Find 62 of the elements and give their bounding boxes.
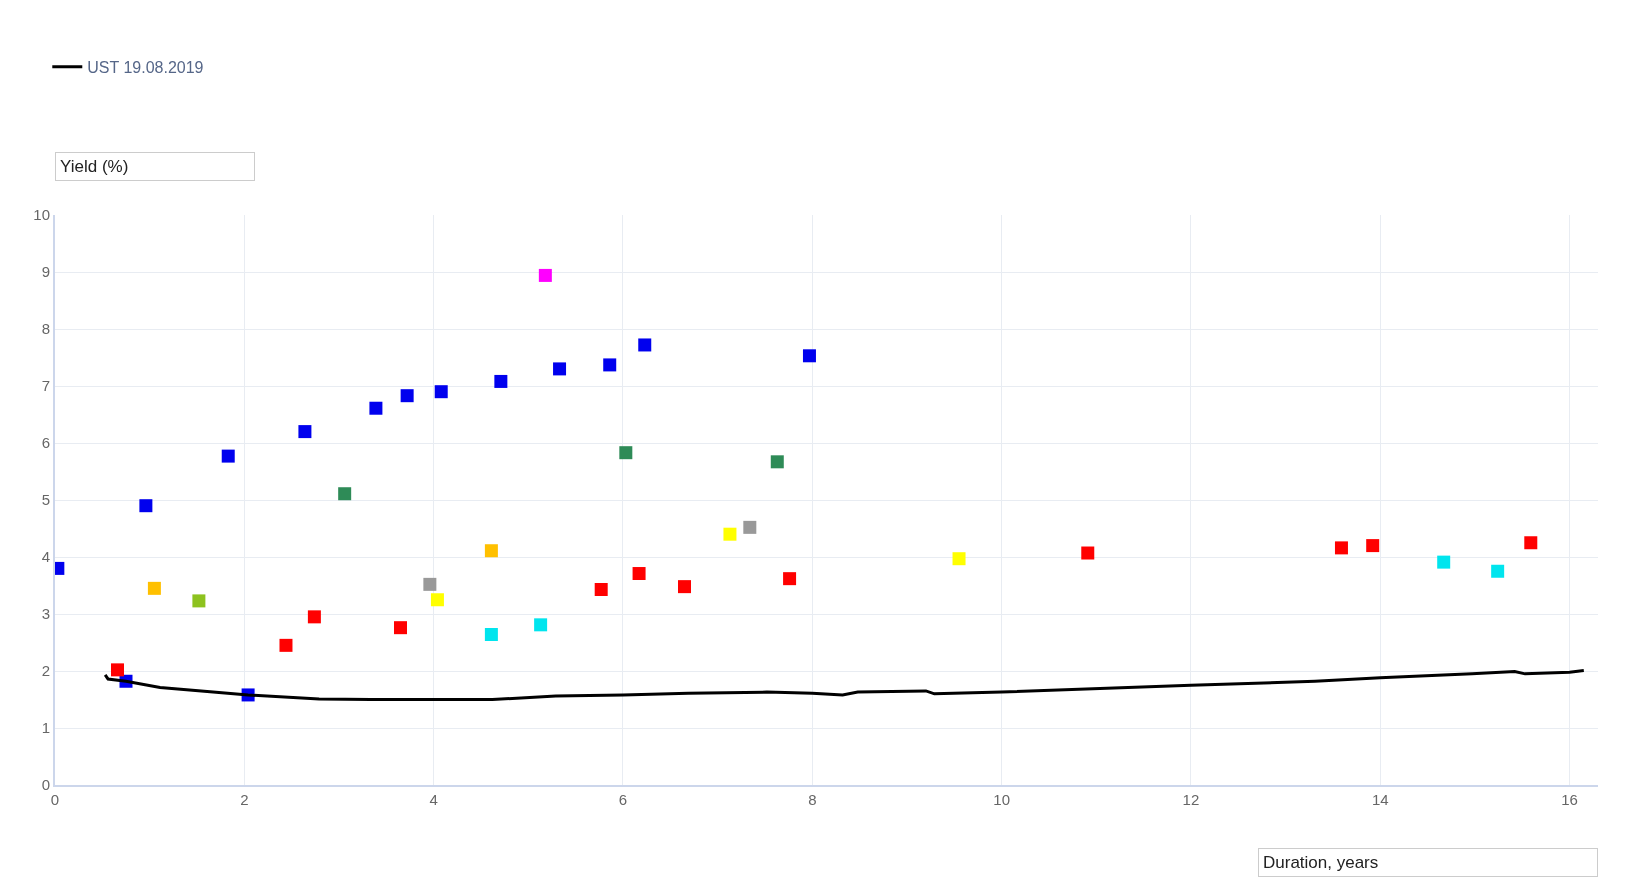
- point: [484, 628, 498, 642]
- point: [632, 567, 646, 581]
- y-tick-label: 9: [41, 263, 50, 281]
- point: [534, 618, 548, 632]
- point: [603, 358, 617, 372]
- x-tick-label: 16: [1561, 791, 1578, 808]
- y-tick-label: 4: [41, 548, 50, 566]
- point: [147, 581, 161, 595]
- point: [1366, 539, 1380, 553]
- y-tick-label: 7: [41, 377, 50, 395]
- point: [430, 593, 444, 607]
- point: [221, 449, 235, 463]
- point: [400, 389, 414, 403]
- x-tick-label: 8: [808, 791, 817, 808]
- point: [394, 621, 408, 635]
- point: [1081, 546, 1095, 560]
- y-tick-label: 10: [33, 206, 50, 224]
- y-tick-label: 6: [41, 434, 50, 452]
- point: [192, 594, 206, 608]
- point: [802, 349, 816, 363]
- legend-label: UST 19.08.2019: [87, 59, 204, 77]
- point: [1491, 564, 1505, 578]
- x-tick-label: 14: [1371, 791, 1389, 808]
- y-tick-label: 1: [41, 719, 50, 737]
- point: [298, 425, 312, 439]
- point: [538, 268, 552, 282]
- y-tick-label: 3: [41, 605, 50, 623]
- x-tick-label: 6: [618, 791, 628, 808]
- point: [723, 527, 737, 541]
- point: [369, 401, 383, 415]
- point: [494, 374, 508, 388]
- point: [307, 610, 321, 624]
- line-series: [103, 668, 1586, 701]
- point: [434, 385, 448, 399]
- point: [1437, 555, 1451, 569]
- point: [423, 577, 437, 591]
- point: [952, 552, 966, 566]
- point: [619, 446, 633, 460]
- y-tick-label: 8: [41, 320, 50, 338]
- point: [638, 338, 652, 352]
- y-tick-label: 2: [41, 662, 50, 680]
- y-axis-title: Yield (%): [60, 157, 129, 176]
- point: [553, 362, 567, 376]
- point: [770, 455, 784, 469]
- point: [484, 544, 498, 558]
- point: [139, 499, 153, 513]
- point: [1334, 541, 1348, 555]
- y-tick-label: 5: [41, 491, 50, 509]
- x-tick-label: 4: [429, 791, 438, 808]
- point: [743, 520, 757, 534]
- x-tick-label: 10: [993, 791, 1010, 808]
- x-tick-label: 12: [1182, 791, 1200, 808]
- y-tick-label: 0: [41, 776, 50, 794]
- x-axis-title: Duration, years: [1263, 853, 1379, 872]
- point: [594, 582, 608, 596]
- point: [338, 487, 352, 501]
- point: [783, 572, 797, 586]
- x-tick-label: 2: [240, 791, 249, 808]
- point: [1524, 536, 1538, 550]
- point: [110, 663, 124, 677]
- point: [279, 638, 293, 652]
- point: [678, 580, 692, 594]
